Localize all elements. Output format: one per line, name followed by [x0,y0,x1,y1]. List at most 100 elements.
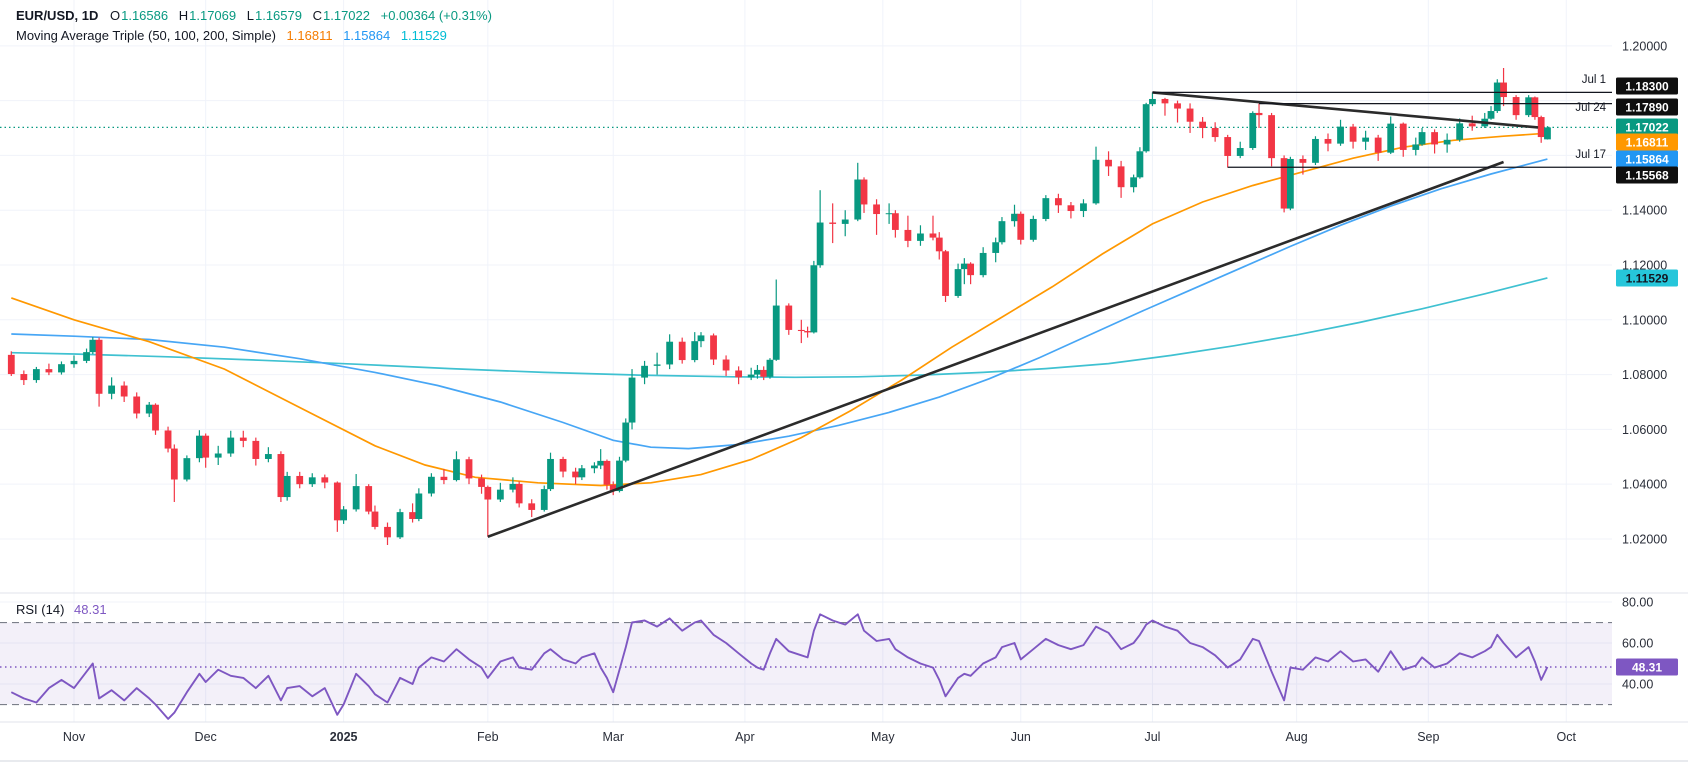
month-label: Mar [602,730,624,744]
ma50-value: 1.16811 [286,28,333,43]
candle-body [478,478,485,487]
candle-body [979,252,987,276]
candle-body [804,331,811,333]
level-lines[interactable]: Jul 1 Jul 24 Jul 17 [1152,74,1612,168]
rsi-legend: RSI (14) 48.31 [16,600,107,620]
candle-body [371,511,379,527]
descending-resistance[interactable] [1152,91,1539,129]
month-label: Sep [1417,730,1439,744]
rsi-title[interactable]: RSI (14) [16,602,65,617]
month-label: May [871,730,895,744]
candle-body [196,435,203,459]
price-tick-label: 1.10000 [1622,313,1667,327]
axis-badge-text: 48.31 [1632,661,1662,675]
candle-body [766,359,774,377]
candle-body [1199,121,1206,129]
candle-body [1544,127,1551,140]
candle-body [365,486,373,512]
level-line-label: Jul 1 [1582,74,1606,86]
candle-body [333,482,341,521]
candle-body [747,374,755,378]
candle-body [1174,103,1181,109]
symbol-title[interactable]: EUR/USD, 1D [16,8,99,23]
time-scale[interactable] [0,722,1688,762]
open-value: 1.16586 [121,8,169,23]
candle-body [772,305,780,360]
candle-body [145,404,153,414]
candle-body [1054,198,1062,206]
month-label: Dec [195,730,217,744]
candle-body [1255,112,1263,116]
axis-badge-text: 1.17890 [1625,101,1669,115]
candle-body [427,476,435,494]
trendlines[interactable] [487,91,1539,539]
candle-body [785,305,793,330]
candle-body [227,437,235,454]
candle-body [1161,98,1169,104]
candle-body [873,204,880,215]
candle-body [152,404,159,431]
candle-body [108,385,116,394]
candle-body [797,329,805,332]
high-label: H [178,8,189,23]
price-tick-label: 1.08000 [1622,368,1667,382]
axis-badge-text: 1.11529 [1626,272,1669,286]
candle-body [609,484,617,492]
open-label: O [109,8,121,23]
price-tick-label: 1.02000 [1622,532,1667,546]
candle-body [616,460,623,492]
candle-body [1443,139,1451,145]
candle-body [1130,177,1138,188]
sma200-line [11,277,1548,379]
candle-body [559,458,567,472]
candle-body [484,486,492,500]
candle-body [1080,203,1087,212]
candle-body [1029,218,1037,240]
candle-body [277,454,285,498]
candle-body [1149,98,1156,105]
rsi-value: 48.31 [74,602,107,617]
sma100-line [11,158,1548,450]
candle-body [860,179,868,205]
candle-body [83,352,90,361]
candle-body [960,263,968,270]
candle-body [58,364,65,373]
low-label: L [246,8,254,23]
candle-body [164,430,172,449]
time-axis-labels: Nov Dec 2025 Feb Mar Apr May Jun Jul Aug Sep Oct [63,730,1577,744]
candle-body [1017,213,1025,240]
moving-average-legend: Moving Average Triple (50, 100, 200, Sim… [16,26,454,46]
high-value: 1.17069 [189,8,237,23]
candle-body [1412,144,1420,150]
candle-body [396,512,404,538]
axis-badge [1616,658,1678,676]
change-value: +0.00364 (+0.31%) [380,8,492,23]
axis-badge-text: 1.16811 [1626,136,1669,150]
candle-body [1431,132,1438,145]
ma-title[interactable]: Moving Average Triple (50, 100, 200, Sim… [16,28,276,43]
candle-body [509,483,517,490]
candle-body [954,269,962,296]
ma200-value: 1.11529 [400,28,447,43]
candle-body [1211,128,1219,138]
candle-body [1142,104,1150,152]
candle-body [929,233,937,238]
candle-body [1236,148,1244,156]
candle-body [1362,137,1370,142]
candle-body [214,453,222,458]
ascending-support[interactable] [487,160,1505,539]
axis-badge [1616,166,1678,184]
grid-lines [0,0,1612,722]
month-label: Feb [477,730,499,744]
candle-body [7,354,15,375]
month-label: Apr [735,730,754,744]
axis-badge [1616,118,1678,136]
candle-body [239,437,247,441]
candle-body [854,179,862,220]
candle-body [967,263,975,276]
month-label: Jun [1011,730,1031,744]
candle-body [465,459,473,479]
candle-body [296,475,304,485]
